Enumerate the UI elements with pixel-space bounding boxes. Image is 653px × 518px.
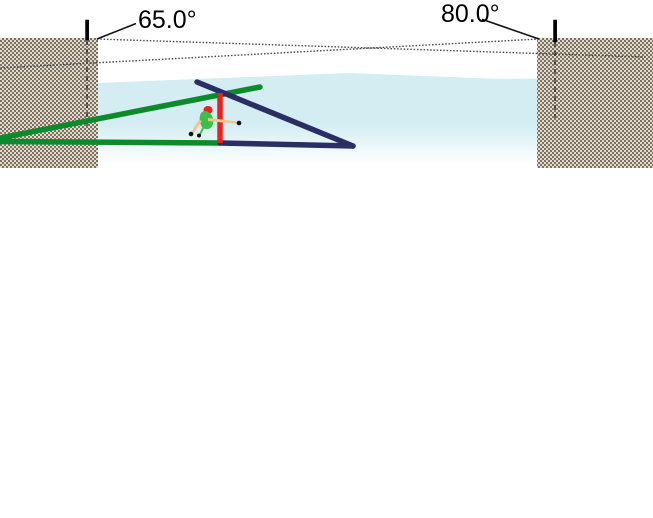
svg-text:80.0°: 80.0° [441,0,500,28]
svg-text:65.0°: 65.0° [138,6,197,34]
